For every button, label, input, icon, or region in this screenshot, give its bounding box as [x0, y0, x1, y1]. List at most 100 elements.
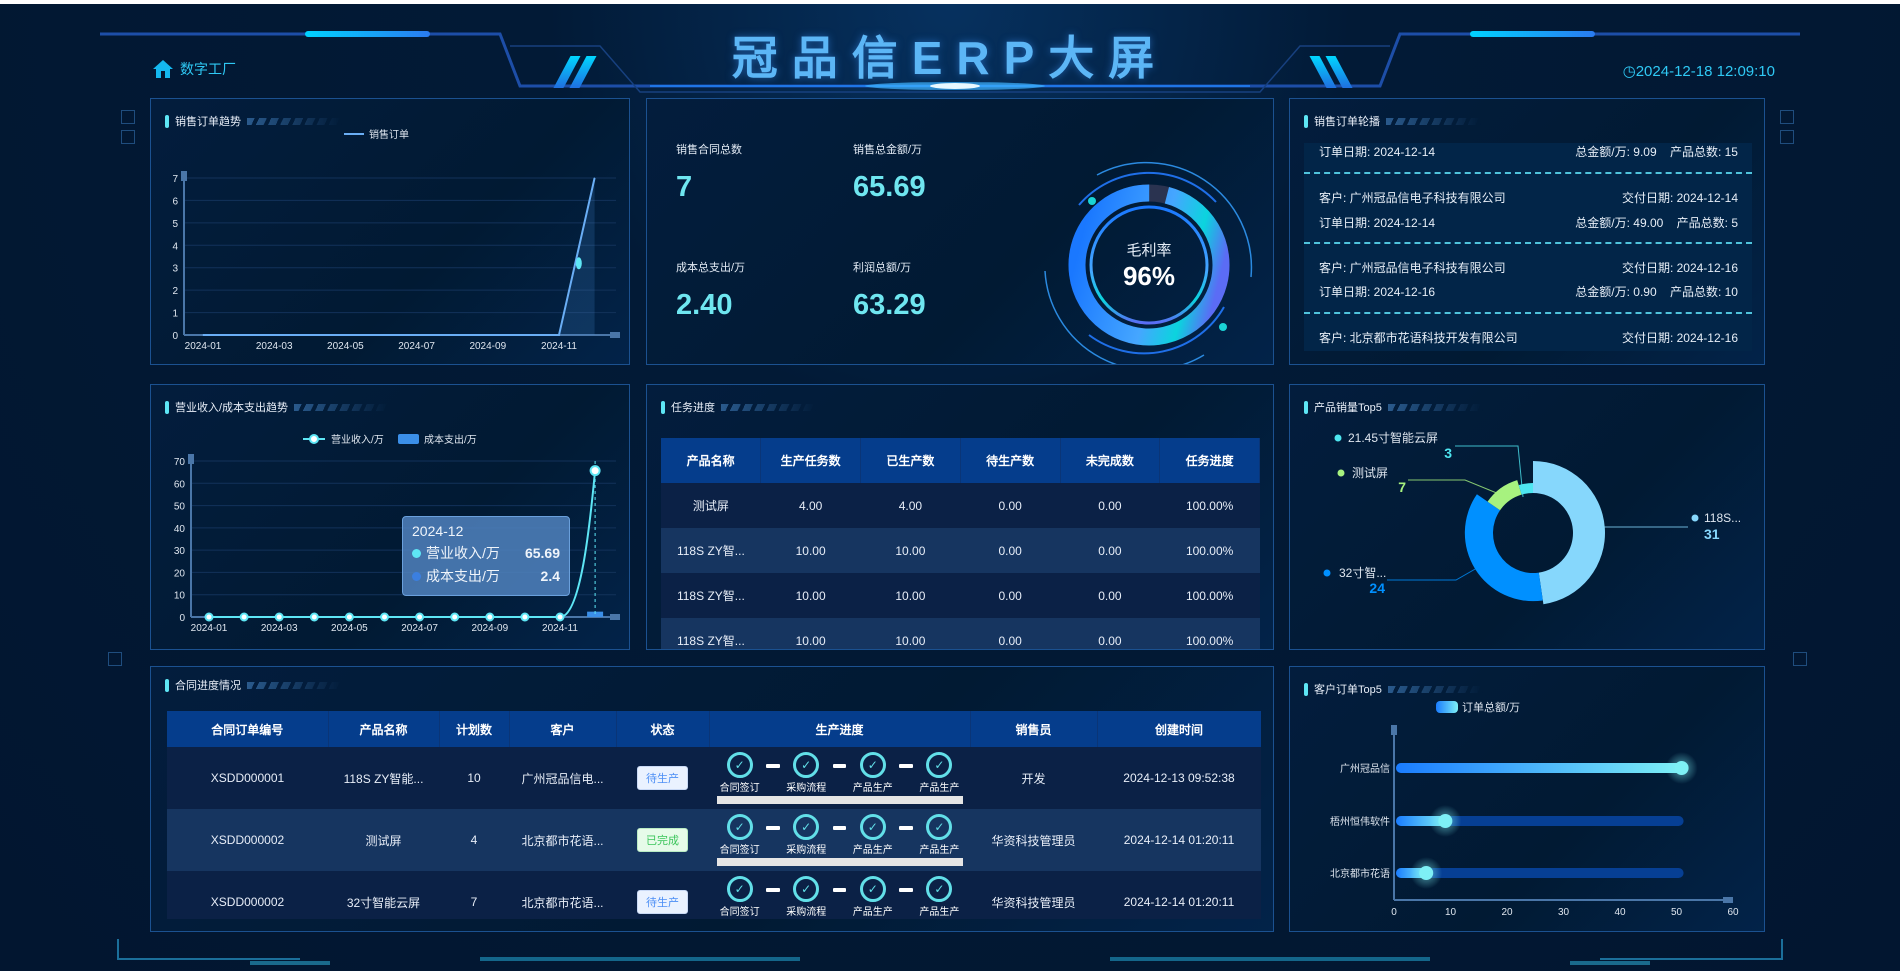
progress-bar — [716, 796, 963, 804]
progress-step: ✓ 采购流程 — [780, 752, 833, 794]
order-date: 订单日期: 2024-12-14 — [1319, 216, 1436, 230]
data-point — [451, 334, 453, 336]
gauge-outer-arc — [1088, 306, 1225, 355]
slice-value: 31 — [1704, 526, 1720, 542]
column-header: 合同订单编号 — [167, 711, 329, 747]
data-point — [487, 334, 489, 336]
table-row[interactable]: XSDD000001 118S ZY智能... 10 广州冠品信电... 待生产 ✓ 合同签… — [167, 747, 1261, 809]
gauge-label: 毛利率 — [1126, 242, 1171, 259]
y-tick-label: 5 — [172, 219, 178, 230]
table-cell: 118S ZY智... — [661, 528, 761, 573]
revenue-cost-chart[interactable]: 0 10 20 30 40 50 60 70 2024-01 2024-03 2024-05 2024… — [151, 385, 630, 650]
category-label: 北京都市花语 — [1330, 867, 1390, 880]
task-progress-table: 产品名称 生产任务数 已生产数 待生产数 未完成数 任务进度 测试屏 4.00 4.00 0.00… — [661, 438, 1260, 649]
status-badge: 已完成 — [637, 828, 688, 852]
x-tick-label: 2024-03 — [256, 341, 293, 352]
home-icon — [153, 60, 173, 78]
table-cell: 10.00 — [760, 528, 861, 573]
cell-product: 32寸智能云屏 — [328, 871, 439, 919]
revenue-point — [555, 612, 565, 622]
pie-slice — [1464, 494, 1543, 602]
kpi-label: 销售合同总数 — [676, 144, 742, 156]
legend-swatch — [398, 434, 419, 444]
table-row[interactable]: XSDD000002 测试屏 4 北京都市花语... 已完成 ✓ 合同签订 ✓ 采购流程 ✓ 产品生… — [167, 809, 1261, 871]
order-carousel-list[interactable]: 订单日期: 2024-12-14 总金额/万: 9.09 产品总数: 15 客户:… — [1304, 143, 1752, 351]
title-marker — [661, 400, 665, 414]
product-top5-chart: 21.45寸智能云屏 3 测试屏 7 118S...31 32寸智...24 — [1323, 430, 1741, 605]
kpi-value: 2.40 — [676, 289, 733, 321]
order-carousel-panel: 销售订单轮播 订单日期: 2024-12-14 总金额/万: 9.09 产品总数:… — [1289, 98, 1765, 365]
customer-top5-panel: 客户订单Top5 订单总额/万 广州冠品信 梧州恒伟软件 北京都市花语 0 10 20 30 4… — [1289, 666, 1765, 932]
title-decoration — [247, 681, 342, 689]
x-tick-label: 10 — [1445, 907, 1457, 918]
table-cell: 0.00 — [1060, 528, 1160, 573]
step-label: 合同签订 — [719, 907, 760, 918]
bar-end-marker — [1438, 814, 1453, 828]
check-circle-icon: ✓ — [726, 752, 753, 778]
status-badge: 待生产 — [637, 890, 688, 914]
side-decoration — [1780, 110, 1794, 124]
table-cell: 100.00% — [1159, 528, 1260, 573]
revenue-point — [520, 612, 530, 622]
table-cell: 118S ZY智... — [661, 618, 761, 649]
data-point — [273, 334, 275, 336]
sales-trend-panel: 销售订单趋势 0 1 2 3 4 5 6 7 2024-01 2024-03 2024-05 2024… — [150, 98, 630, 365]
x-tick-label: 2024-09 — [469, 341, 506, 352]
column-header: 生产进度 — [709, 711, 971, 747]
tooltip-title: 2024-12 — [412, 523, 464, 539]
sales-trend-chart: 0 1 2 3 4 5 6 7 2024-01 2024-03 2024-05 2024-07 2024… — [172, 128, 620, 352]
progress-step: ✓ 产品生产 — [913, 814, 966, 856]
y-tick-label: 40 — [174, 524, 186, 535]
x-tick-label: 2024-01 — [191, 623, 228, 634]
step-label: 产品生产 — [919, 907, 960, 918]
check-circle-icon: ✓ — [726, 876, 753, 902]
panel-title-text: 产品销量Top5 — [1314, 402, 1382, 414]
animated-marker — [575, 257, 582, 270]
order-row: 订单日期: 2024-12-16 总金额/万: 0.90 产品总数: 10 — [1319, 283, 1738, 300]
legend-label: 营业收入/万 — [331, 433, 384, 446]
customer-row: 客户: 广州冠品信电子科技有限公司 交付日期: 2024-12-16 — [1319, 259, 1738, 276]
slice-value: 3 — [1444, 445, 1452, 461]
tooltip-row: 营业收入/万 65.69 — [412, 543, 560, 563]
revenue-point — [239, 612, 249, 622]
y-tick-label: 0 — [179, 613, 185, 624]
slice-value: 7 — [1398, 479, 1406, 495]
y-tick-label: 70 — [174, 457, 186, 468]
legend-dot — [1337, 469, 1345, 477]
cell-status: 待生产 — [616, 747, 709, 809]
contract-table-viewport[interactable]: 合同订单编号 产品名称 计划数 客户 状态 生产进度 销售员 创建时间 XSDD000001 11… — [167, 711, 1261, 919]
delivery-date: 交付日期: 2024-12-16 — [1621, 331, 1738, 345]
order-amount: 总金额/万: 49.00 — [1575, 216, 1664, 230]
table-row[interactable]: XSDD000002 32寸智能云屏 7 北京都市花语... 待生产 ✓ 合同签订 ✓ 采购流程… — [167, 871, 1261, 919]
cell-status: 待生产 — [616, 871, 709, 919]
check-circle-icon: ✓ — [793, 876, 820, 902]
check-circle-icon: ✓ — [859, 876, 886, 902]
table-row: 118S ZY智... 10.00 10.00 0.00 0.00 100.00% — [661, 573, 1260, 618]
check-circle-icon: ✓ — [926, 814, 953, 840]
gauge-dot — [1088, 197, 1096, 205]
divider — [1304, 172, 1752, 174]
order-count: 产品总数: 5 — [1676, 216, 1738, 230]
panel-title-text: 合同进度情况 — [175, 680, 241, 692]
panel-title: 营业收入/成本支出趋势 — [165, 399, 390, 415]
progress-step: ✓ 合同签订 — [713, 752, 766, 794]
x-axis-handle — [610, 614, 620, 620]
panel-title: 客户订单Top5 — [1304, 681, 1483, 697]
category-label: 梧州恒伟软件 — [1330, 815, 1390, 828]
step-connector — [832, 888, 847, 892]
step-label: 合同签订 — [719, 783, 760, 794]
progress-step: ✓ 产品生产 — [846, 814, 899, 856]
column-header: 销售员 — [970, 711, 1098, 747]
cell-product: 118S ZY智能... — [328, 747, 439, 809]
column-header: 计划数 — [439, 711, 510, 747]
table-cell: 0.00 — [1060, 573, 1160, 618]
cell-created: 2024-12-13 09:52:38 — [1097, 747, 1261, 809]
progress-bar-fill — [716, 796, 963, 804]
header-glow-right — [1470, 31, 1595, 37]
legend-label: 销售订单 — [369, 128, 409, 141]
gauge-outer-arc — [1078, 171, 1217, 206]
home-link[interactable]: 数字工厂 — [152, 58, 236, 80]
y-tick-label: 30 — [174, 546, 186, 557]
cell-qty: 10 — [439, 747, 509, 809]
kpi-label: 利润总额/万 — [853, 262, 912, 274]
